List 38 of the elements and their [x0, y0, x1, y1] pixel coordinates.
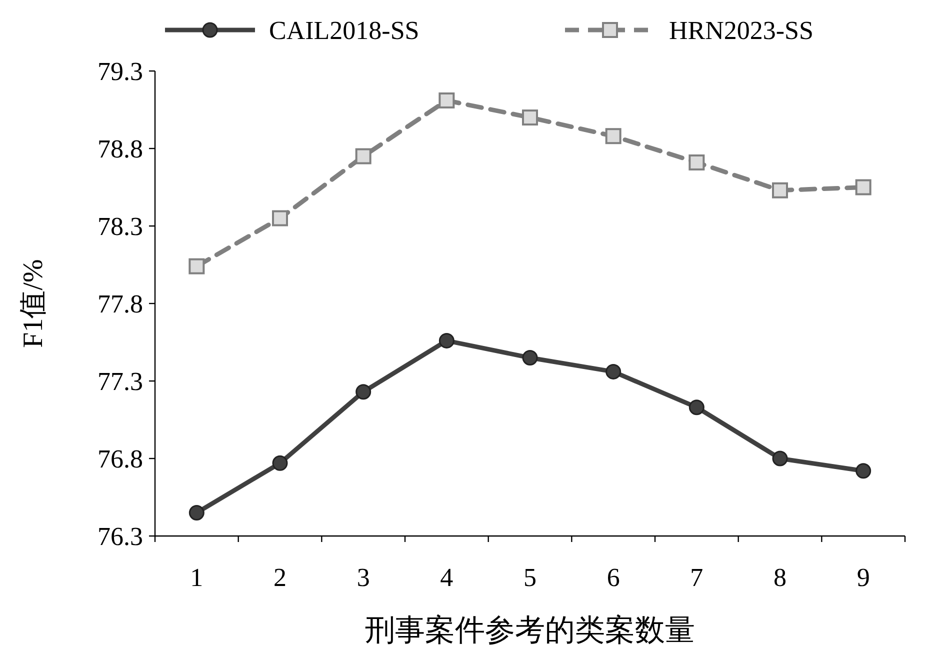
- x-tick-label: 2: [274, 563, 286, 592]
- point: [772, 450, 788, 466]
- point: [438, 332, 454, 348]
- y-tick-label: 77.3: [98, 367, 143, 396]
- x-tick-label: 4: [440, 563, 454, 592]
- x-tick-label: 1: [190, 563, 204, 592]
- point: [356, 384, 372, 400]
- y-tick-label: 78.8: [98, 134, 143, 164]
- point: [272, 210, 288, 226]
- point: [522, 110, 538, 126]
- x-axis-title: 刑事案件参考的类案数量: [365, 614, 695, 647]
- point: [855, 179, 872, 196]
- y-tick-label: 76.3: [98, 522, 143, 551]
- point: [688, 154, 705, 170]
- point: [188, 505, 204, 520]
- x-tick-label: 9: [856, 563, 870, 592]
- point: [272, 455, 288, 471]
- point: [522, 350, 538, 366]
- x-tick-label: 7: [690, 563, 704, 592]
- x-tick-label: 6: [606, 563, 620, 592]
- y-axis-title: F1值/%: [18, 259, 49, 348]
- point: [772, 182, 788, 198]
- x-tick-label: 8: [774, 563, 786, 592]
- point: [688, 400, 704, 416]
- point: [355, 148, 372, 164]
- x-tick-label: 3: [356, 563, 370, 592]
- point: [188, 258, 205, 274]
- point: [438, 92, 455, 108]
- legend-label: CAIL2018-SS: [269, 16, 420, 45]
- y-tick-label: 77.8: [98, 290, 143, 318]
- y-tick-label: 79.3: [98, 57, 143, 86]
- point: [606, 364, 622, 380]
- legend-label: HRN2023-SS: [669, 16, 814, 45]
- x-tick-label: 5: [524, 563, 536, 592]
- y-tick-label: 76.8: [98, 444, 143, 474]
- point: [856, 463, 872, 479]
- y-tick-label: 78.3: [98, 212, 143, 241]
- point: [605, 128, 622, 144]
